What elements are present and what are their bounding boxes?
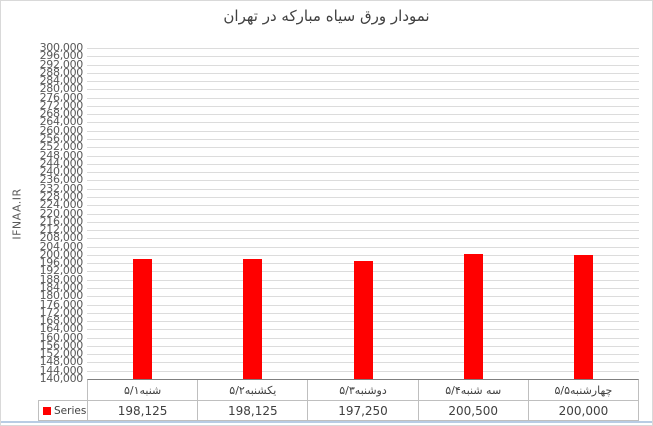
y-tick-label: 236,000 <box>39 173 84 187</box>
category-header: سه شنبه۵/۴ <box>417 380 528 400</box>
y-tick-label: 204,000 <box>39 239 84 253</box>
y-tick-label: 144,000 <box>39 363 84 377</box>
gridline <box>87 139 639 141</box>
y-tick-label: 244,000 <box>39 156 84 170</box>
gridline <box>87 205 639 207</box>
y-tick-label: 260,000 <box>39 123 84 137</box>
y-tick-label: 240,000 <box>39 165 84 179</box>
y-tick-label: 216,000 <box>39 214 84 228</box>
y-tick-label: 200,000 <box>39 247 84 261</box>
y-tick-label: 224,000 <box>39 198 84 212</box>
y-tick-label: 256,000 <box>39 132 84 146</box>
gridline <box>87 97 639 99</box>
bar-چهارشنبه۵/۵ <box>574 254 594 379</box>
category-axis-row: شنبه۵/۱ یکشنبه۵/۲ دوشنبه۵/۳ سه شنبه۵/۴ چهارش… <box>87 379 639 401</box>
gridline <box>87 56 639 58</box>
y-tick-label: 264,000 <box>39 115 84 129</box>
y-tick-label: 180,000 <box>39 289 84 303</box>
y-tick-label: 188,000 <box>39 272 84 286</box>
gridline <box>87 238 639 240</box>
gridline <box>87 230 639 232</box>
gridline <box>87 196 639 198</box>
y-tick-label: 176,000 <box>39 297 84 311</box>
y-tick-label: 288,000 <box>39 65 84 79</box>
category-header: یکشنبه۵/۲ <box>197 380 307 400</box>
category-header: چهارشنبه۵/۵ <box>527 380 638 400</box>
y-tick-label: 192,000 <box>39 264 84 278</box>
gridline <box>87 114 639 116</box>
y-tick-label: 268,000 <box>39 107 84 121</box>
gridline <box>87 72 639 74</box>
value-cell: 198,125 <box>198 401 309 420</box>
plot-area <box>87 48 639 379</box>
y-tick-label: 160,000 <box>39 330 84 344</box>
y-tick-label: 296,000 <box>39 49 84 63</box>
y-tick-label: 152,000 <box>39 347 84 361</box>
category-header: دوشنبه۵/۳ <box>307 380 417 400</box>
gridline <box>87 213 639 215</box>
bottom-accent-line <box>1 421 652 423</box>
y-tick-label: 272,000 <box>39 98 84 112</box>
y-tick-label: 168,000 <box>39 314 84 328</box>
gridline <box>87 105 639 107</box>
series-color-swatch-icon <box>43 406 51 415</box>
y-tick-label: 212,000 <box>39 223 84 237</box>
y-tick-label: 196,000 <box>39 256 84 270</box>
gridline <box>87 172 639 174</box>
value-cell: 200,500 <box>419 401 529 420</box>
y-tick-label: 300,000 <box>39 41 84 54</box>
gridline <box>87 89 639 91</box>
y-tick-label: 248,000 <box>39 148 84 162</box>
y-tick-label: 284,000 <box>39 74 84 88</box>
gridline <box>87 48 639 49</box>
y-tick-label: 220,000 <box>39 206 84 220</box>
chart-title: نمودار ورق سیاه مبارکه در تهران <box>223 7 430 25</box>
y-tick-label: 184,000 <box>39 280 84 294</box>
y-tick-label: 232,000 <box>39 181 84 195</box>
gridline <box>87 180 639 182</box>
bar-دوشنبه۵/۳ <box>353 260 373 379</box>
bar-یکشنبه۵/۲ <box>243 258 263 379</box>
bar-شنبه۵/۱ <box>132 258 152 379</box>
gridline <box>87 254 639 256</box>
gridline <box>87 155 639 157</box>
y-tick-label: 164,000 <box>39 322 84 336</box>
y-tick-label: 148,000 <box>39 355 84 369</box>
bar-سه شنبه۵/۴ <box>463 253 483 379</box>
y-tick-label: 140,000 <box>39 372 84 385</box>
y-tick-label: 156,000 <box>39 338 84 352</box>
gridline <box>87 81 639 83</box>
category-header: شنبه۵/۱ <box>123 383 162 397</box>
value-cell: 200,000 <box>558 403 609 418</box>
y-tick-label: 228,000 <box>39 189 84 203</box>
gridline <box>87 147 639 149</box>
y-tick-label: 280,000 <box>39 82 84 96</box>
gridline <box>87 188 639 190</box>
gridline <box>87 122 639 124</box>
value-cell: 197,250 <box>308 401 419 420</box>
gridline <box>87 246 639 248</box>
gridline <box>87 64 639 66</box>
gridline <box>87 163 639 165</box>
gridline <box>87 130 639 132</box>
y-tick-label: 172,000 <box>39 305 84 319</box>
y-tick-label: 208,000 <box>39 231 84 245</box>
value-cell: 198,125 <box>88 401 199 420</box>
gridline <box>87 221 639 223</box>
y-tick-label: 276,000 <box>39 90 84 104</box>
y-tick-label: 292,000 <box>39 57 84 71</box>
y-tick-label: 252,000 <box>39 140 84 154</box>
